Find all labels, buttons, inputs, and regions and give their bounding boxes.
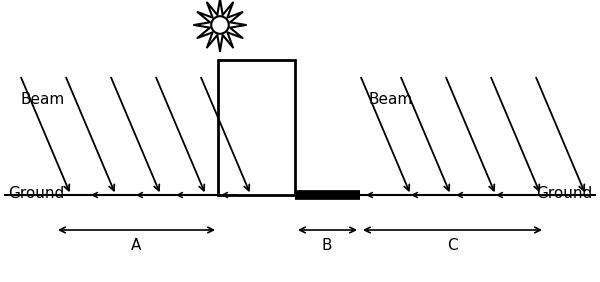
Text: B: B xyxy=(322,237,332,252)
Text: C: C xyxy=(446,237,457,252)
Text: Beam: Beam xyxy=(368,92,412,107)
Text: Beam: Beam xyxy=(20,92,64,107)
Bar xyxy=(218,60,295,195)
Text: Ground: Ground xyxy=(536,186,592,201)
Text: Ground: Ground xyxy=(8,186,64,201)
Text: A: A xyxy=(131,237,141,252)
